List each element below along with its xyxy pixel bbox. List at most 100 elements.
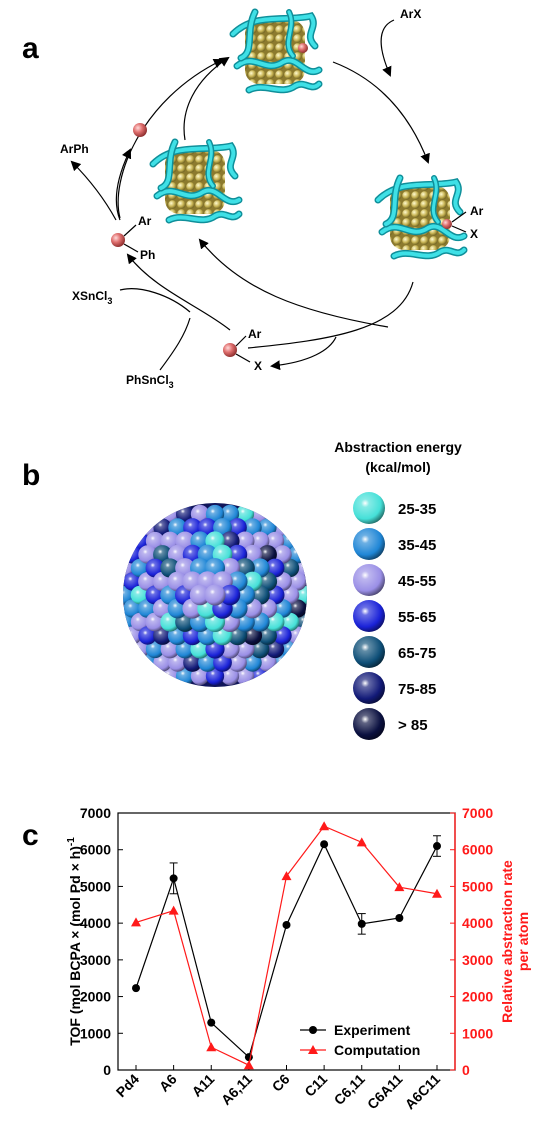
x-tick-label: A6,11 — [218, 1071, 255, 1108]
nanoparticle-atom — [204, 584, 226, 606]
y2-tick-label: 2000 — [462, 989, 493, 1005]
y2-axis-label-line2: per atom — [515, 912, 531, 971]
nanoparticle-left — [153, 142, 239, 220]
data-point-experiment — [244, 1053, 253, 1062]
y-tick-label: 5000 — [80, 878, 111, 894]
legend-sphere-1 — [353, 492, 385, 524]
nanoparticle-atom — [258, 518, 277, 537]
bond-pd-ar-2 — [235, 335, 247, 347]
nanoparticle-atoms — [123, 504, 307, 686]
x-tick-label: A11 — [188, 1071, 217, 1100]
label-np-x: X — [470, 227, 478, 241]
label-pd-x: X — [254, 359, 262, 373]
data-point-experiment — [207, 1018, 216, 1027]
y2-tick-label: 3000 — [462, 952, 493, 968]
nanoparticle-atom — [258, 653, 277, 672]
nanoparticle-right — [378, 178, 464, 256]
label-np-ar: Ar — [470, 204, 484, 218]
pd-atom-arx — [223, 343, 237, 357]
y-tick-label: 4000 — [80, 915, 111, 931]
arrow-right-down — [247, 281, 414, 349]
legend-sphere-5 — [353, 636, 385, 668]
nanoparticle-atom — [189, 584, 211, 606]
label-pd-ar: Ar — [138, 214, 152, 228]
label-arph: ArPh — [60, 142, 89, 156]
bond-np-ar — [451, 211, 467, 223]
label-xsncl3: XSnCl3 — [72, 289, 112, 306]
abstraction-energy-legend: 25-35 35-45 45-55 55-65 65-75 75-85 > 85 — [353, 492, 436, 740]
bond-pd-ph — [123, 243, 139, 253]
catalytic-cycle-scheme: a ArX Ar X ArPh Ar Ph Ar X XSnCl3 PhSnCl… — [22, 7, 484, 390]
arrow-to-arpdx — [270, 336, 337, 371]
arrow-left-to-top — [183, 56, 230, 141]
x-tick-label: Pd4 — [113, 1071, 143, 1101]
y-tick-label: 7000 — [80, 805, 111, 821]
x-tick-label: C6,11 — [331, 1071, 368, 1108]
legend-label-4: 55-65 — [398, 609, 436, 626]
y2-tick-label: 4000 — [462, 915, 493, 931]
arrow-to-arph — [70, 160, 117, 221]
x-tick-label: C6A11 — [364, 1071, 406, 1113]
nanoparticle-atom — [153, 653, 172, 672]
data-point-experiment — [395, 914, 404, 923]
data-point-experiment — [282, 920, 291, 929]
arrow-xsncl-branch — [119, 288, 191, 313]
data-point-experiment — [433, 842, 441, 851]
legend-title-line1: Abstraction energy — [334, 439, 462, 455]
legend-sphere-2 — [353, 528, 385, 560]
arrow-pd-to-top — [117, 59, 224, 219]
legend-title-line2: (kcal/mol) — [365, 459, 430, 475]
x-tick-label: C6 — [269, 1071, 293, 1095]
bond-np-x — [451, 225, 467, 233]
y-tick-label: 2000 — [80, 989, 111, 1005]
data-point-experiment — [320, 840, 329, 849]
legend-label-7: > 85 — [398, 717, 428, 734]
data-point-experiment — [169, 874, 178, 883]
pd-atom-arph — [111, 233, 125, 247]
data-point-experiment — [132, 984, 140, 993]
tof-chart: c 0 0 1000 1000 2000 2000 3000 3000 4000 4000 5000… — [22, 805, 531, 1113]
legend-label-experiment: Experiment — [334, 1022, 411, 1038]
x-tick-label: A6 — [156, 1071, 180, 1095]
pd-atom-on-np-top — [298, 43, 308, 53]
y2-tick-label: 1000 — [462, 1025, 493, 1041]
nanoparticle-atom — [288, 599, 307, 618]
pd-atom-free — [133, 123, 147, 137]
y2-tick-label: 0 — [462, 1062, 470, 1078]
nanoparticle-atom — [123, 599, 142, 618]
data-point-computation — [319, 821, 330, 831]
legend-sphere-3 — [353, 564, 385, 596]
y2-tick-label: 7000 — [462, 805, 493, 821]
legend-label-5: 65-75 — [398, 645, 436, 662]
arrow-pd-release — [115, 148, 132, 221]
legend-sphere-4 — [353, 600, 385, 632]
legend-label-computation: Computation — [334, 1042, 420, 1058]
y2-tick-label: 5000 — [462, 878, 493, 894]
legend-marker-computation — [308, 1045, 318, 1054]
legend-label-2: 35-45 — [398, 537, 436, 554]
nanoparticle-atom — [219, 584, 241, 606]
legend-marker-experiment — [309, 1026, 317, 1034]
panel-label-c: c — [22, 819, 39, 852]
legend-sphere-6 — [353, 672, 385, 704]
nanoparticle-atom — [288, 572, 307, 591]
y-tick-label: 0 — [103, 1062, 111, 1078]
nanoparticle-atom — [295, 585, 307, 605]
y2-axis-label-line1: Relative abstraction rate — [499, 860, 515, 1023]
bond-pd-x — [235, 353, 251, 363]
label-pd-ph: Ph — [140, 248, 155, 262]
data-point-computation — [281, 871, 292, 881]
data-point-computation — [168, 905, 179, 915]
legend-label-6: 75-85 — [398, 681, 436, 698]
y2-tick-label: 6000 — [462, 842, 493, 858]
legend-label-1: 25-35 — [398, 501, 436, 518]
arrow-phsncl-branch — [159, 317, 191, 371]
data-point-experiment — [357, 919, 366, 928]
x-tick-label: A6C11 — [402, 1071, 444, 1113]
legend-sphere-7 — [353, 708, 385, 740]
data-point-computation — [394, 882, 405, 892]
data-point-computation — [432, 888, 442, 898]
abstraction-energy-panel: b Abstraction energy (kcal/mol) 25-35 35-… — [22, 439, 462, 740]
data-point-computation — [131, 917, 141, 927]
panel-label-a: a — [22, 32, 39, 65]
